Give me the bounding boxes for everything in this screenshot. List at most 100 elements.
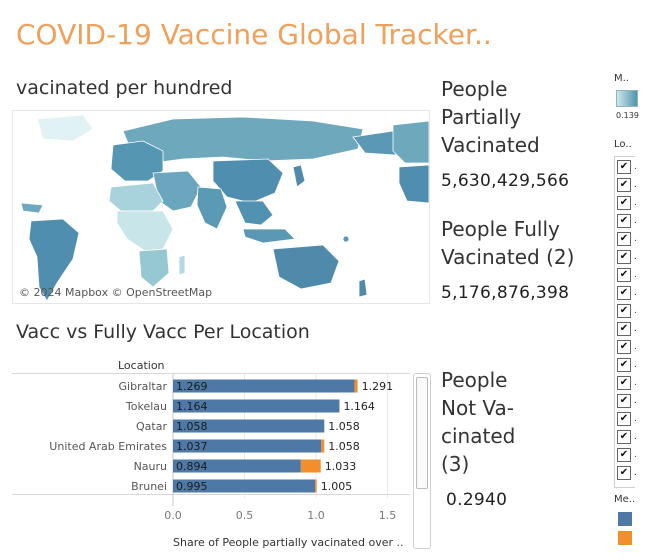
kpi-fully-label-line: People Fully	[441, 217, 560, 241]
bar-chart-heading: Vacc vs Fully Vacc Per Location	[16, 321, 310, 343]
world-map-canvas[interactable]	[13, 111, 429, 303]
map-region-greenland	[36, 114, 94, 142]
location-filter-item[interactable]: ✔.	[617, 340, 637, 354]
location-filter-item[interactable]: ✔.	[617, 178, 637, 192]
bar-fully-extra	[321, 439, 325, 453]
bar-partial	[173, 419, 325, 433]
kpi-not-label-line: cinated	[441, 424, 516, 448]
location-filter-title[interactable]: Lo..	[614, 139, 632, 150]
location-filter-label: .	[634, 180, 637, 190]
bar-inner-label: 1.269	[176, 380, 208, 393]
location-filter-checkbox[interactable]: ✔	[617, 214, 631, 228]
location-filter-checkbox[interactable]: ✔	[617, 322, 631, 336]
location-filter-checkbox[interactable]: ✔	[617, 232, 631, 246]
bar-inner-label: 1.037	[176, 440, 208, 453]
chart-scrollbar-thumb[interactable]	[416, 377, 428, 489]
location-filter-label: .	[634, 288, 637, 298]
map-region-central-africa	[116, 210, 174, 252]
category-label: Nauru	[134, 460, 167, 473]
location-filter-checkbox[interactable]: ✔	[617, 304, 631, 318]
location-filter-item[interactable]: ✔.	[617, 466, 637, 480]
chart-scrollbar[interactable]	[413, 373, 431, 549]
kpi-fully-label-line: Vacinated (2)	[441, 245, 575, 269]
location-filter-item[interactable]: ✔.	[617, 394, 637, 408]
x-tick-label: 0.5	[236, 509, 254, 522]
x-tick-label: 0.0	[164, 509, 182, 522]
location-filter-item[interactable]: ✔.	[617, 304, 637, 318]
map-region-china	[212, 158, 284, 204]
location-filter-item[interactable]: ✔.	[617, 250, 637, 264]
location-filter-checkbox[interactable]: ✔	[617, 268, 631, 282]
location-filter-item[interactable]: ✔.	[617, 322, 637, 336]
map-region-indonesia	[242, 228, 296, 244]
bar-inner-label: 1.164	[176, 400, 208, 413]
location-filter-label: .	[634, 324, 637, 334]
bar-inner-label: 0.995	[176, 480, 208, 493]
location-filter-checkbox[interactable]: ✔	[617, 286, 631, 300]
location-filter-label: .	[634, 198, 637, 208]
location-filter-checkbox[interactable]: ✔	[617, 178, 631, 192]
bar-partial	[173, 459, 301, 473]
location-filter-checkbox[interactable]: ✔	[617, 160, 631, 174]
bar-fully-extra	[315, 479, 317, 493]
location-filter-checkbox[interactable]: ✔	[617, 430, 631, 444]
map-legend-gradient	[616, 90, 638, 107]
map-legend-tick: 0.139	[616, 111, 639, 120]
location-filter-checkbox[interactable]: ✔	[617, 412, 631, 426]
location-filter-label: .	[634, 252, 637, 262]
location-filter-item[interactable]: ✔.	[617, 196, 637, 210]
map-region-south-america	[28, 218, 80, 302]
measure-legend-swatch-1[interactable]	[618, 512, 632, 526]
location-filter-label: .	[634, 306, 637, 316]
kpi-partial-label-line: People	[441, 77, 508, 101]
location-filter-item[interactable]: ✔.	[617, 214, 637, 228]
map-region-new-zealand	[358, 278, 368, 298]
location-filter-checkbox[interactable]: ✔	[617, 394, 631, 408]
location-filter-item[interactable]: ✔.	[617, 358, 637, 372]
kpi-not-label-line: (3)	[441, 452, 470, 476]
measure-legend-title: Me..	[614, 494, 636, 505]
location-filter-item[interactable]: ✔.	[617, 268, 637, 282]
location-filter-item[interactable]: ✔.	[617, 286, 637, 300]
map-heading: vacinated per hundred	[16, 77, 233, 99]
location-filter-checkbox[interactable]: ✔	[617, 196, 631, 210]
kpi-partial-label-line: Partially	[441, 105, 522, 129]
location-filter-item[interactable]: ✔.	[617, 376, 637, 390]
bar-chart-frame	[12, 373, 410, 495]
kpi-not-label-line: People	[441, 368, 508, 392]
location-filter-checkbox[interactable]: ✔	[617, 358, 631, 372]
location-filter-checkbox[interactable]: ✔	[617, 466, 631, 480]
location-column-header[interactable]: Location	[118, 359, 165, 372]
map-region-middle-east	[152, 170, 202, 212]
location-filter-item[interactable]: ✔.	[617, 232, 637, 246]
map-legend-title: M..	[614, 73, 629, 84]
category-label: Brunei	[131, 480, 167, 493]
location-filter-label: .	[634, 468, 637, 478]
measure-legend-swatch-2[interactable]	[618, 531, 632, 545]
location-filter-checkbox[interactable]: ✔	[617, 448, 631, 462]
bar-inner-label: 1.058	[176, 420, 208, 433]
world-map[interactable]	[12, 110, 430, 304]
location-filter-checkbox[interactable]: ✔	[617, 340, 631, 354]
location-filter-item[interactable]: ✔.	[617, 430, 637, 444]
dashboard-title: COVID-19 Vaccine Global Tracker..	[16, 18, 492, 51]
location-filter-item[interactable]: ✔.	[617, 160, 637, 174]
x-tick-label: 1.5	[379, 509, 397, 522]
location-filter-checkbox[interactable]: ✔	[617, 250, 631, 264]
location-filter-list: ✔. ✔. ✔. ✔. ✔. ✔. ✔. ✔. ✔. ✔. ✔. ✔. ✔. ✔. ✔. ✔. ✔. ✔.	[614, 156, 637, 488]
category-label: Gibraltar	[119, 380, 168, 393]
map-attribution: © 2024 Mapbox © OpenStreetMap	[19, 286, 213, 299]
location-filter-item[interactable]: ✔.	[617, 448, 637, 462]
category-label: Qatar	[136, 420, 167, 433]
location-filter-item[interactable]: ✔.	[617, 412, 637, 426]
map-region-usa	[398, 164, 429, 204]
location-filter-label: .	[634, 450, 637, 460]
location-filter-label: .	[634, 396, 637, 406]
bar-partial	[173, 399, 340, 413]
bar-fully-extra	[300, 459, 321, 473]
location-filter-label: .	[634, 342, 637, 352]
bar-chart[interactable]: Gibraltar 1.269 1.291 Tokelau 1.164 1.164 Qata…	[0, 355, 412, 555]
bar-partial	[173, 439, 322, 453]
location-filter-checkbox[interactable]: ✔	[617, 376, 631, 390]
bar-total-label: 1.164	[343, 400, 375, 413]
